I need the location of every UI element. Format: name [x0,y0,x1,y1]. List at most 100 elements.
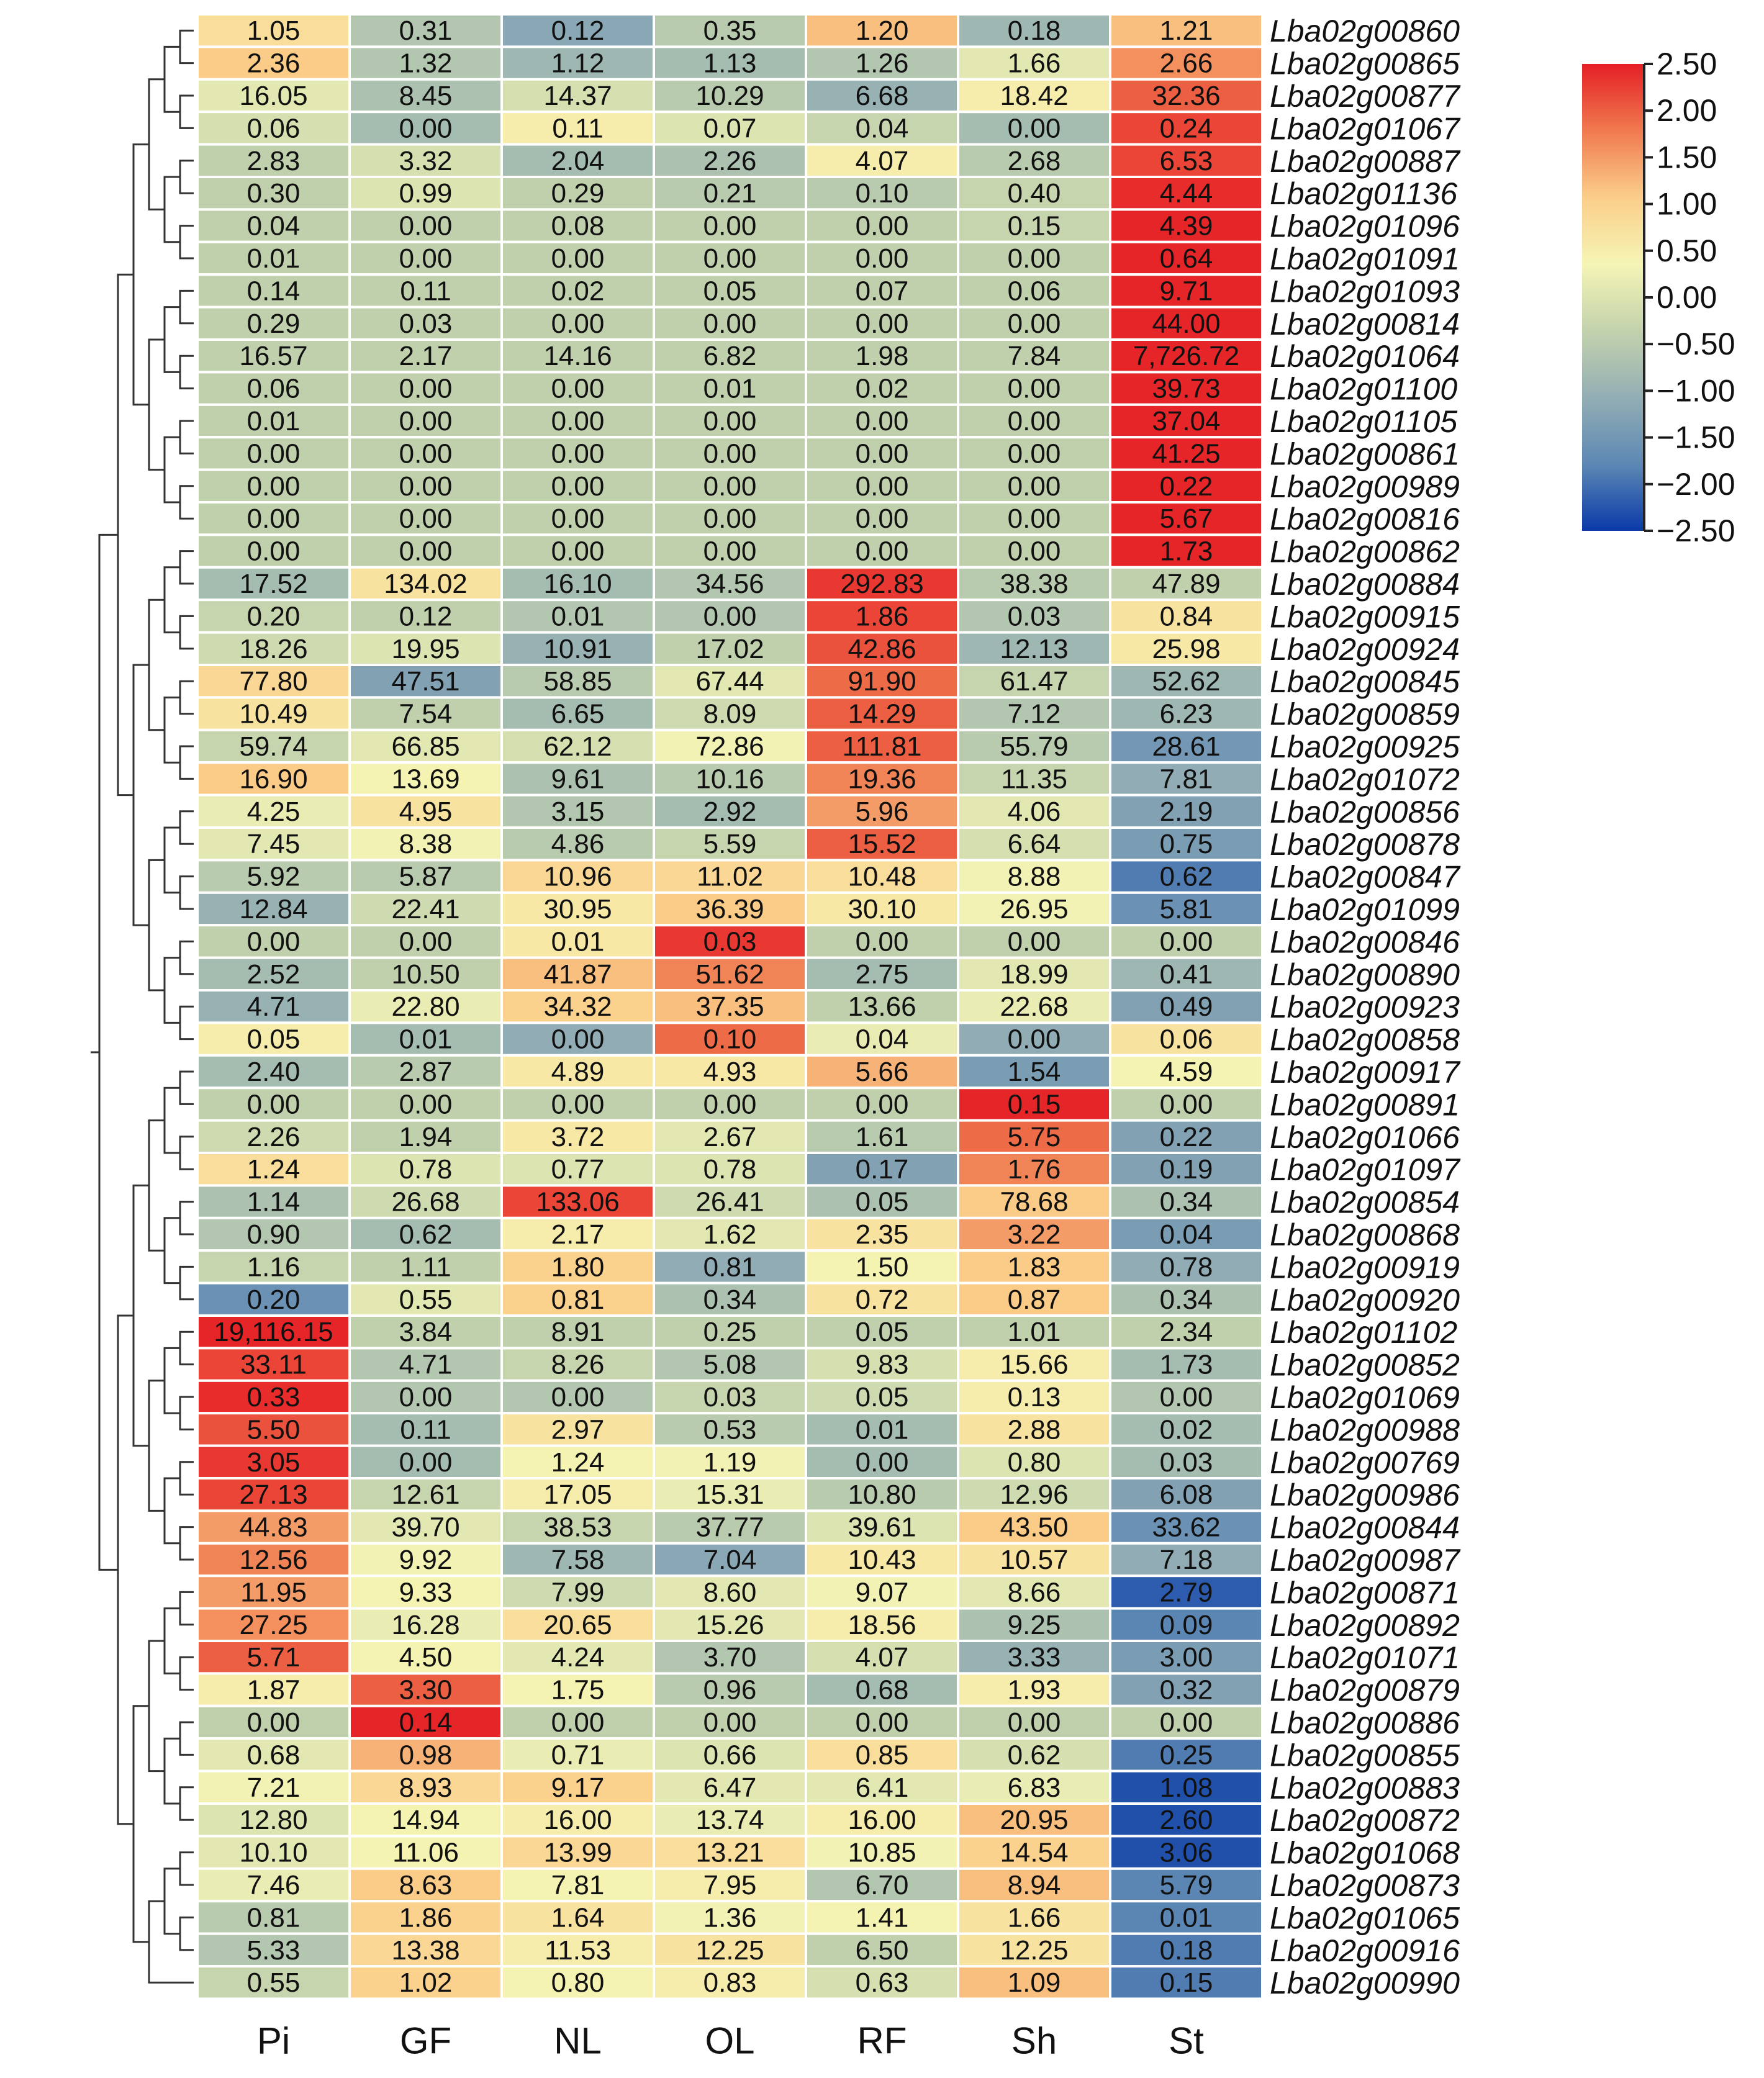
cell-value: 0.68 [247,1740,301,1770]
row-label: Lba02g01136 [1270,176,1457,211]
heatmap-cell [805,1054,959,1090]
cell-value: 3.22 [1008,1219,1061,1250]
cell-value: 0.81 [551,1285,605,1315]
heatmap-cell [348,371,503,406]
heatmap-cell [196,989,351,1024]
cell-value: 2.17 [399,341,453,371]
heatmap-cell [348,1152,503,1187]
cell-value: 0.00 [551,471,605,502]
heatmap-cell [653,924,807,959]
cell-value: 3.70 [703,1642,757,1673]
heatmap-cell [196,338,351,374]
heatmap-cell [653,111,807,146]
heatmap-cell [196,599,351,634]
cell-value: 1.86 [399,1902,453,1933]
cell-value: 10.48 [848,862,916,892]
heatmap-cell [805,989,959,1024]
cell-value: 4.89 [551,1057,605,1087]
cell-value: 7.95 [703,1870,757,1900]
row-label: Lba02g01093 [1270,274,1460,309]
cell-value: 0.00 [1008,113,1061,143]
cell-value: 8.93 [399,1773,453,1803]
cell-value: 1.76 [1008,1154,1061,1185]
cell-value: 0.04 [856,113,909,143]
cell-value: 8.91 [551,1317,605,1347]
heatmap-cell [805,793,959,829]
heatmap-cell [500,240,655,276]
heatmap-cell [805,599,959,634]
heatmap-cell [1109,111,1264,146]
heatmap-cell [348,1640,503,1675]
row-label: Lba02g00915 [1270,599,1460,634]
heatmap-cell [500,1542,655,1578]
heatmap-cell [348,273,503,309]
cell-value: 9.71 [1160,276,1213,306]
row-label: Lba02g00986 [1270,1478,1460,1512]
cell-value: 0.00 [1008,536,1061,567]
cell-value: 0.21 [703,178,757,209]
cell-value: 11.35 [1001,764,1067,794]
cell-value: 0.00 [247,1707,301,1738]
cell-value: 10.91 [543,634,612,664]
heatmap-cell [1109,1086,1264,1122]
heatmap-cell [653,696,807,731]
cell-value: 10.80 [848,1479,916,1510]
row-label: Lba02g00873 [1270,1868,1460,1903]
row-label: Lba02g01105 [1270,404,1457,439]
heatmap-cell [500,989,655,1024]
cell-value: 0.05 [856,1382,909,1412]
heatmap-cell [348,533,503,569]
cell-value: 2.52 [247,959,301,990]
heatmap-cell [500,1281,655,1317]
row-label: Lba02g00919 [1270,1250,1460,1285]
cell-value: 0.85 [856,1740,909,1770]
cell-value: 7.84 [1008,341,1061,371]
cell-value: 39.73 [1152,374,1220,404]
row-label: Lba02g01072 [1270,762,1460,797]
row-label: Lba02g01068 [1270,1836,1460,1871]
colorbar-tick-label: −1.00 [1657,373,1735,408]
heatmap-cell [196,1119,351,1154]
cell-value: 0.22 [1160,1122,1213,1152]
cell-value: 55.79 [1000,731,1068,762]
cell-value: 17.52 [239,569,307,599]
heatmap-cell [805,208,959,243]
heatmap-cell [348,1607,503,1643]
heatmap-cell [805,1900,959,1935]
heatmap-cell [957,1347,1111,1382]
cell-value: 1.83 [1008,1252,1061,1282]
heatmap-cell [1109,533,1264,569]
cell-value: 5.67 [1160,504,1213,534]
cell-value: 0.66 [703,1740,757,1770]
cell-value: 22.41 [391,894,459,924]
heatmap-cell [1109,1054,1264,1090]
cell-value: 28.61 [1152,731,1220,762]
cell-value: 37.35 [695,992,764,1022]
cell-value: 0.49 [1160,992,1213,1022]
row-label: Lba02g00890 [1270,957,1460,992]
row-label: Lba02g00887 [1270,144,1461,179]
row-label: Lba02g00814 [1270,307,1460,341]
heatmap-cell [348,599,503,634]
cell-value: 10.96 [543,862,612,892]
cell-value: 8.60 [703,1577,757,1607]
cell-value: 3.72 [551,1122,605,1152]
cell-value: 18.99 [1000,959,1068,990]
cell-value: 0.00 [1008,309,1061,339]
cell-value: 0.01 [551,926,605,957]
cell-value: 0.05 [856,1317,909,1347]
cell-value: 2.75 [856,959,909,990]
cell-value: 0.71 [551,1740,605,1770]
cell-value: 0.00 [551,1024,605,1055]
cell-value: 38.53 [543,1512,612,1543]
cell-value: 39.70 [391,1512,459,1543]
cell-value: 0.00 [1008,504,1061,534]
cell-value: 0.00 [551,406,605,436]
heatmap-cell [500,403,655,439]
heatmap-cell [196,501,351,536]
heatmap-cell [500,1900,655,1935]
cell-value: 0.53 [703,1414,757,1445]
cell-value: 30.95 [543,894,612,924]
row-label: Lba02g00769 [1270,1445,1460,1480]
cell-value: 3.32 [399,146,453,176]
